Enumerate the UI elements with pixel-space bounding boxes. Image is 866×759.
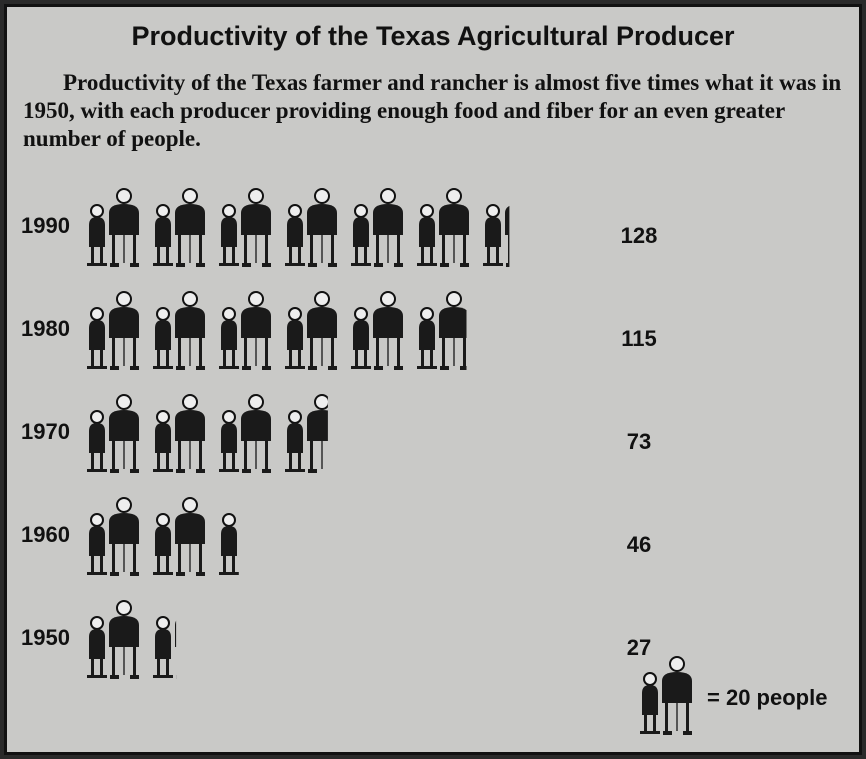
chart: 1990 128 1980 115 1970 73 1960 46 1950 27 = 20 peo…	[7, 7, 859, 752]
icon-row	[87, 498, 271, 576]
legend-icon	[640, 657, 692, 735]
value-label: 46	[627, 532, 651, 557]
value-label: 73	[627, 429, 651, 454]
category-label: 1960	[21, 522, 70, 547]
category-label: 1980	[21, 316, 70, 341]
category-label: 1970	[21, 419, 70, 444]
value-label: 128	[621, 223, 658, 248]
page: Productivity of the Texas Agricultural P…	[0, 0, 866, 759]
legend-label: = 20 people	[707, 685, 827, 710]
icon-row	[87, 395, 337, 473]
chart-frame: Productivity of the Texas Agricultural P…	[4, 4, 862, 755]
icon-row	[87, 189, 535, 267]
icon-row	[87, 601, 205, 679]
icon-row	[87, 292, 469, 370]
category-label: 1950	[21, 625, 70, 650]
category-label: 1990	[21, 213, 70, 238]
value-label: 27	[627, 635, 651, 660]
value-label: 115	[621, 326, 657, 351]
